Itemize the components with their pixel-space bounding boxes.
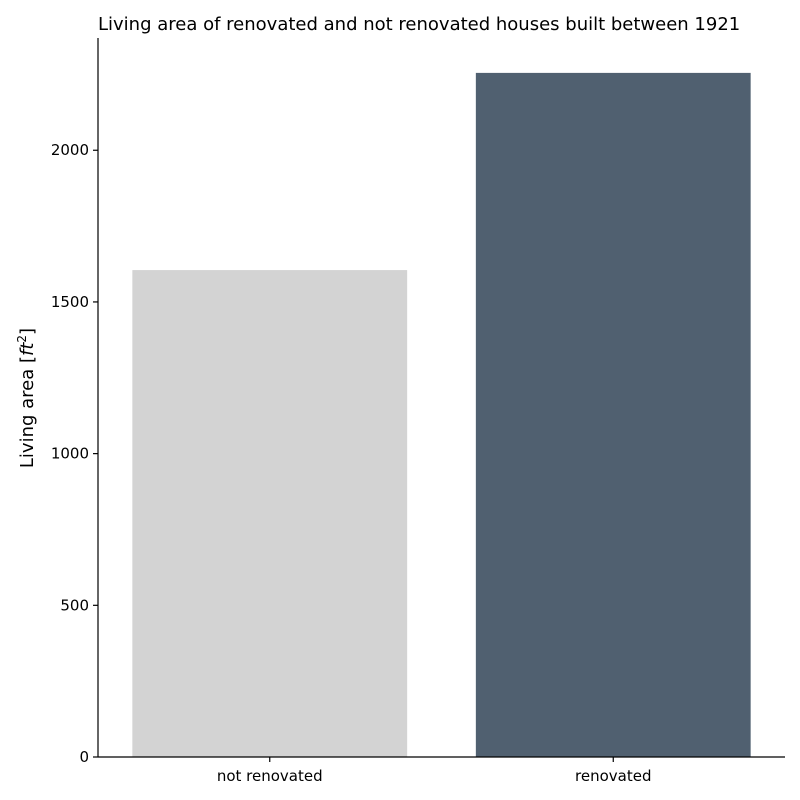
y-axis-label-text: Living area [: [17, 356, 38, 468]
y-axis-label-unit: ft: [17, 342, 38, 356]
bars-group: [132, 72, 751, 757]
y-tick-label: 1500: [51, 293, 89, 311]
bar-renovated: [475, 72, 751, 757]
y-ticks-group: 0 500 1000 1500 2000: [51, 141, 98, 766]
y-tick-label: 2000: [51, 141, 89, 159]
x-tick-label: not renovated: [217, 767, 323, 785]
x-ticks-group: not renovated renovated: [217, 757, 651, 785]
x-tick-label: renovated: [575, 767, 651, 785]
chart-title: Living area of renovated and not renovat…: [98, 14, 740, 35]
y-axis-label-close: ]: [17, 328, 38, 335]
bar-not-renovated: [132, 270, 408, 757]
y-axis-label: Living area [ft2]: [15, 328, 38, 468]
y-tick-label: 0: [79, 748, 89, 766]
y-tick-label: 500: [60, 596, 89, 614]
y-axis-label-exponent: 2: [15, 335, 29, 343]
y-tick-label: 1000: [51, 445, 89, 463]
